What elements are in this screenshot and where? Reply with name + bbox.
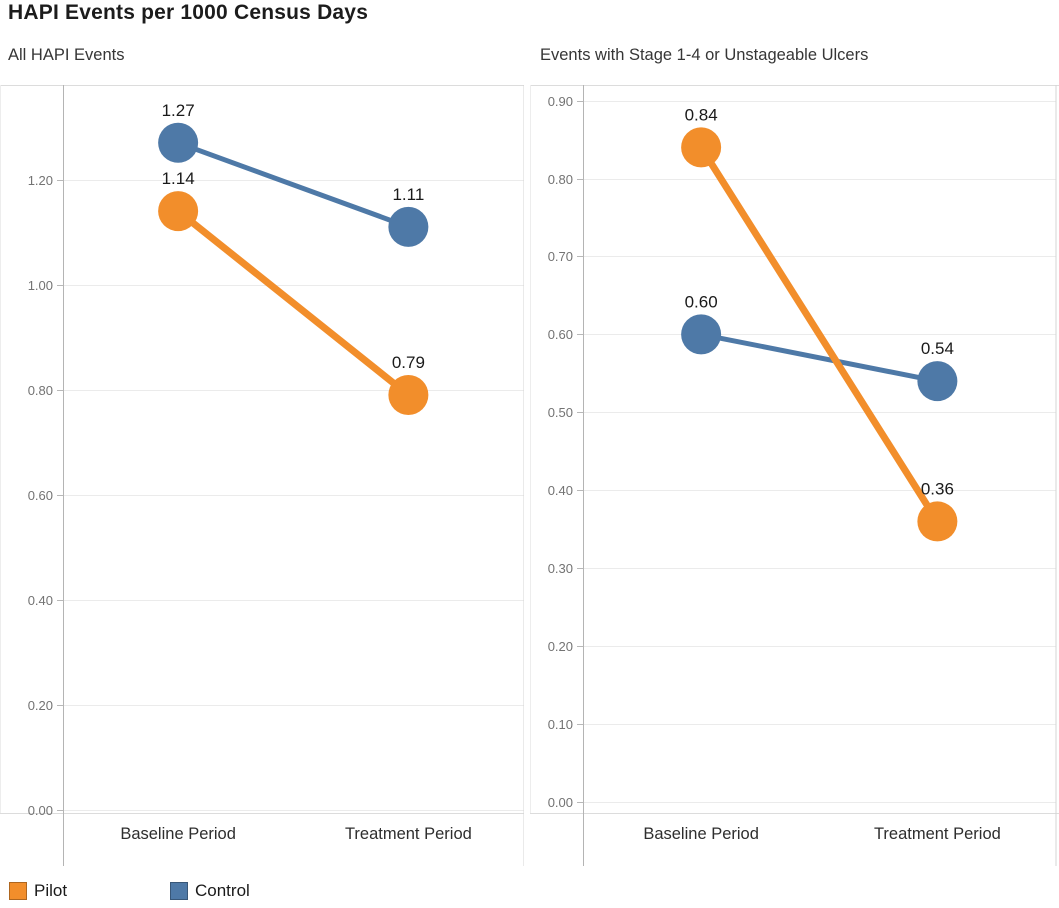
pilot-swatch-icon	[9, 882, 27, 900]
data-point-control[interactable]	[681, 314, 722, 355]
data-point-control[interactable]	[388, 206, 429, 247]
chart-stage-ulcers[interactable]: 0.00 0.10 0.20 0.30 0.40 0.50 0.60 0.70 0.80 0.90…	[530, 85, 1059, 866]
page-title: HAPI Events per 1000 Census Days	[8, 1, 369, 24]
y-tick-label: 0.80	[28, 383, 53, 398]
y-tick-label: 0.20	[28, 698, 53, 713]
legend-item-control[interactable]: Control	[170, 881, 250, 901]
y-tick-label: 0.10	[548, 717, 573, 732]
y-tick-label: 0.40	[548, 483, 573, 498]
data-label: 0.36	[921, 479, 954, 498]
y-tick-label: 1.20	[28, 173, 53, 188]
chart-all-hapi-events[interactable]: 0.00 0.20 0.40 0.60 0.80 1.00 1.20 1.14 0.79 1.27…	[0, 85, 524, 866]
y-tick-label: 0.20	[548, 639, 573, 654]
data-point-pilot[interactable]	[388, 374, 429, 415]
x-axis-label: Treatment Period	[345, 825, 472, 843]
legend-label-control: Control	[195, 881, 250, 900]
data-label: 0.79	[392, 353, 425, 372]
y-tick-label: 0.30	[548, 561, 573, 576]
series-line-pilot	[697, 143, 941, 525]
series-line-pilot	[174, 207, 412, 399]
data-point-control[interactable]	[917, 361, 958, 402]
y-tick-label: 0.60	[28, 488, 53, 503]
data-label: 1.27	[162, 101, 195, 120]
chart-panel-all-hapi-events: 0.00 0.20 0.40 0.60 0.80 1.00 1.20 1.14 0.79 1.27…	[0, 85, 524, 866]
data-label: 1.14	[162, 169, 195, 188]
y-tick-label: 0.90	[548, 94, 573, 109]
legend-label-pilot: Pilot	[34, 881, 68, 900]
x-axis-label: Treatment Period	[874, 825, 1001, 843]
x-axis-label: Baseline Period	[643, 825, 759, 843]
y-tick-label: 0.80	[548, 172, 573, 187]
y-tick-label: 0.50	[548, 405, 573, 420]
data-label: 0.84	[685, 105, 718, 124]
data-label: 0.54	[921, 339, 954, 358]
y-tick-label: 0.40	[28, 593, 53, 608]
y-tick-label: 0.70	[548, 249, 573, 264]
data-label: 0.60	[685, 292, 718, 311]
y-tick-label: 0.00	[28, 803, 53, 818]
data-point-control[interactable]	[158, 122, 199, 163]
chart-subtitle-all-hapi-events: All HAPI Events	[8, 46, 125, 64]
data-point-pilot[interactable]	[158, 191, 199, 232]
x-axis-label: Baseline Period	[120, 825, 236, 843]
data-point-pilot[interactable]	[681, 127, 722, 168]
control-swatch-icon	[170, 882, 188, 900]
chart-subtitle-stage-ulcers: Events with Stage 1-4 or Unstageable Ulc…	[540, 46, 869, 64]
legend: Pilot Control	[0, 881, 1059, 905]
data-point-pilot[interactable]	[917, 501, 958, 542]
y-tick-label: 0.60	[548, 327, 573, 342]
legend-item-pilot[interactable]: Pilot	[9, 881, 67, 901]
y-tick-label: 0.00	[548, 795, 573, 810]
chart-panel-stage-ulcers: 0.00 0.10 0.20 0.30 0.40 0.50 0.60 0.70 0.80 0.90…	[530, 85, 1059, 866]
series-line-control	[175, 140, 411, 230]
series-line-control	[698, 331, 940, 384]
y-tick-label: 1.00	[28, 278, 53, 293]
data-label: 1.11	[392, 185, 424, 204]
